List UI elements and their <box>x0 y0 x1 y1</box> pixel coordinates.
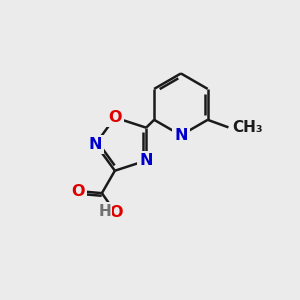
Text: O: O <box>109 206 122 220</box>
Text: N: N <box>89 136 102 152</box>
Text: O: O <box>108 110 122 125</box>
Text: N: N <box>174 128 188 143</box>
Text: CH₃: CH₃ <box>232 120 262 135</box>
Text: N: N <box>140 153 153 168</box>
Text: O: O <box>71 184 85 199</box>
Text: H: H <box>98 204 111 219</box>
